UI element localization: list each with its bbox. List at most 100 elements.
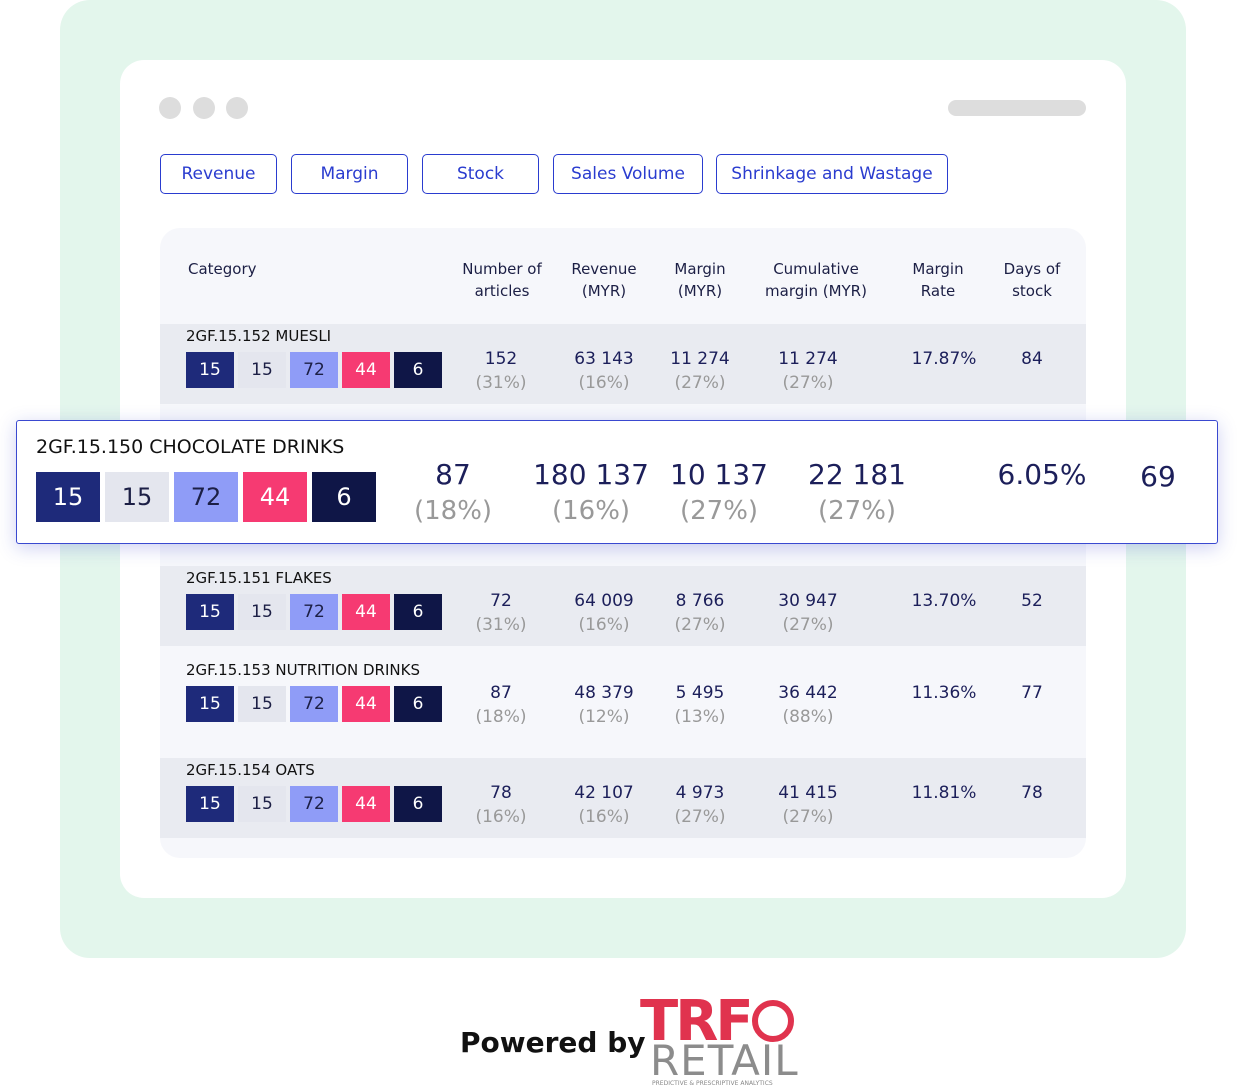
cell-value: 30 947	[778, 591, 838, 611]
cell-share: (16%)	[475, 807, 527, 827]
cell-value: 4 973	[675, 783, 725, 803]
badge: 6	[394, 686, 442, 722]
column-header: Category	[188, 260, 257, 278]
row-name: 2GF.15.150 CHOCOLATE DRINKS	[36, 436, 345, 458]
cell-value: 48 379	[574, 683, 634, 703]
cell-share: (27%)	[679, 496, 759, 526]
cell-share: (27%)	[782, 615, 834, 635]
address-bar	[948, 100, 1086, 116]
cell-share: (16%)	[551, 496, 631, 526]
tab[interactable]: Stock	[422, 154, 539, 194]
column-header: Revenue (MYR)	[571, 260, 637, 300]
logo-tagline: PREDICTIVE & PRESCRIPTIVE ANALYTICS	[652, 1080, 773, 1087]
cell-value: 87	[435, 458, 471, 491]
badge: 44	[243, 472, 307, 522]
cell-share: (12%)	[578, 707, 630, 727]
cell-value: 11 274	[670, 349, 730, 369]
cell-value: 78	[490, 783, 512, 803]
cell-share: (16%)	[578, 807, 630, 827]
column-header: Margin (MYR)	[674, 260, 726, 300]
margin-rate: 6.05%	[997, 458, 1087, 491]
badge: 72	[174, 472, 238, 522]
powered-by: Powered by	[460, 1026, 646, 1059]
badge: 6	[394, 352, 442, 388]
badge: 72	[290, 786, 338, 822]
cell-share: (18%)	[475, 707, 527, 727]
window-dot	[193, 97, 215, 119]
cell-value: 10 137	[670, 458, 768, 491]
cell-value: 36 442	[778, 683, 838, 703]
badge: 44	[342, 686, 390, 722]
days-of-stock: 77	[1021, 683, 1043, 703]
cell-value: 8 766	[675, 591, 725, 611]
row-name: 2GF.15.151 FLAKES	[186, 569, 332, 587]
row-name: 2GF.15.154 OATS	[186, 761, 315, 779]
tab[interactable]: Margin	[291, 154, 408, 194]
column-header: Cumulative margin (MYR)	[765, 260, 867, 300]
days-of-stock: 52	[1021, 591, 1043, 611]
cell-value: 42 107	[574, 783, 634, 803]
days-of-stock: 78	[1021, 783, 1043, 803]
badge: 44	[342, 594, 390, 630]
margin-rate: 17.87%	[911, 349, 977, 369]
badge: 6	[394, 594, 442, 630]
logo-bottom: RETAIL	[650, 1036, 799, 1085]
badge: 44	[342, 352, 390, 388]
window-dot	[226, 97, 248, 119]
badge: 15	[238, 594, 286, 630]
cell-value: 11 274	[778, 349, 838, 369]
cell-share: (31%)	[475, 615, 527, 635]
tab[interactable]: Sales Volume	[553, 154, 703, 194]
cell-share: (27%)	[674, 807, 726, 827]
window-dot	[159, 97, 181, 119]
logo-ring	[752, 1000, 794, 1042]
margin-rate: 13.70%	[911, 591, 977, 611]
cell-share: (18%)	[413, 496, 493, 526]
badge: 15	[186, 786, 234, 822]
tab[interactable]: Shrinkage and Wastage	[716, 154, 948, 194]
cell-share: (16%)	[578, 615, 630, 635]
cell-share: (27%)	[817, 496, 897, 526]
cell-value: 64 009	[574, 591, 634, 611]
cell-share: (27%)	[782, 807, 834, 827]
cell-share: (27%)	[674, 615, 726, 635]
badge: 72	[290, 686, 338, 722]
badge: 6	[394, 786, 442, 822]
cell-value: 5 495	[675, 683, 725, 703]
column-header: Number of articles	[462, 260, 542, 300]
cell-value: 180 137	[533, 458, 649, 491]
badge: 6	[312, 472, 376, 522]
column-header: Days of stock	[1003, 260, 1061, 300]
cell-value: 22 181	[808, 458, 906, 491]
cell-value: 152	[484, 349, 518, 369]
badge: 44	[342, 786, 390, 822]
badge: 15	[186, 686, 234, 722]
days-of-stock: 69	[1140, 460, 1176, 493]
badge: 72	[290, 352, 338, 388]
column-header: Margin Rate	[912, 260, 964, 300]
cell-share: (88%)	[782, 707, 834, 727]
badge: 15	[186, 352, 234, 388]
row-name: 2GF.15.153 NUTRITION DRINKS	[186, 661, 420, 679]
cell-share: (13%)	[674, 707, 726, 727]
badge: 15	[105, 472, 169, 522]
cell-share: (27%)	[674, 373, 726, 393]
cell-value: 63 143	[574, 349, 634, 369]
badge: 15	[186, 594, 234, 630]
badge: 15	[238, 686, 286, 722]
row-name: 2GF.15.152 MUESLI	[186, 327, 332, 345]
cell-share: (31%)	[475, 373, 527, 393]
logo-top: TRF	[640, 989, 754, 1054]
tab[interactable]: Revenue	[160, 154, 277, 194]
cell-share: (27%)	[782, 373, 834, 393]
days-of-stock: 84	[1021, 349, 1043, 369]
badge: 15	[238, 352, 286, 388]
margin-rate: 11.81%	[911, 783, 977, 803]
cell-share: (16%)	[578, 373, 630, 393]
cell-value: 87	[490, 683, 512, 703]
badge: 15	[36, 472, 100, 522]
cell-value: 72	[490, 591, 512, 611]
badge: 72	[290, 594, 338, 630]
margin-rate: 11.36%	[911, 683, 977, 703]
